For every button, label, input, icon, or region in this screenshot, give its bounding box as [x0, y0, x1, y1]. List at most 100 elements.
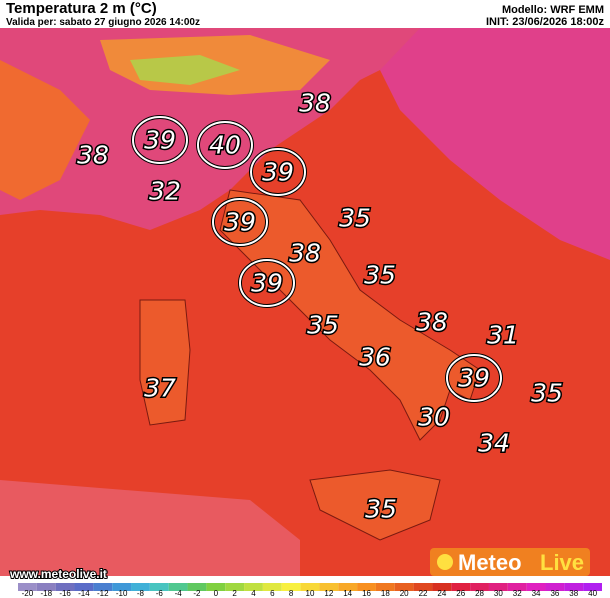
scale-tick-label: 4	[251, 589, 256, 598]
scale-tick-label: 40	[588, 589, 597, 598]
temperature-label: 39	[224, 208, 256, 237]
scale-tick-label: 8	[289, 589, 294, 598]
scale-tick-label: 34	[532, 589, 541, 598]
color-scale: -20 -18 -16 -14 -12 -10 -8 -6 -4 -2 0 2 4 6 8 10 12 14 16 1…	[0, 583, 610, 598]
logo-right: Live	[540, 550, 584, 575]
label-circle	[446, 354, 502, 402]
scale-cell	[375, 583, 395, 591]
temperature-label: 36	[359, 343, 391, 372]
scale-tick-label: 20	[400, 589, 409, 598]
scale-cell	[432, 583, 452, 591]
scale-tick-label: 22	[419, 589, 428, 598]
scale-tick-label: -20	[22, 589, 34, 598]
sicily	[309, 469, 441, 541]
model: Modello: WRF EMM	[502, 4, 604, 16]
scale-cell	[300, 583, 320, 591]
scale-cell	[262, 583, 282, 591]
scale-cell	[470, 583, 489, 591]
header-bg	[0, 0, 610, 28]
scale-cell	[55, 583, 75, 591]
scale-cell	[112, 583, 132, 591]
scale-cell	[451, 583, 471, 591]
france-land	[0, 60, 90, 200]
scale-tick-label: -14	[78, 589, 90, 598]
scale-cell	[74, 583, 94, 591]
label-circle	[250, 148, 306, 196]
scale-tick-label: 24	[437, 589, 446, 598]
label-circle	[132, 116, 188, 164]
temperature-label: 38	[416, 308, 448, 337]
scale-cell	[319, 583, 339, 591]
temperature-label: 38	[289, 239, 321, 268]
scale-tick-label: 6	[270, 589, 275, 598]
scale-cell	[131, 583, 150, 591]
north-land	[0, 28, 420, 230]
temperature-label: 35	[339, 204, 371, 233]
scale-cell	[149, 583, 169, 591]
scale-tick-label: 30	[494, 589, 503, 598]
temperature-label: 38	[299, 89, 331, 118]
scale-cell	[488, 583, 508, 591]
scale-tick-label: 0	[214, 589, 219, 598]
logo-sun	[437, 554, 453, 570]
scale-cell	[526, 583, 546, 591]
scale-tick-label: 14	[343, 589, 352, 598]
scale-cell	[36, 583, 56, 591]
scale-tick-label: 28	[475, 589, 484, 598]
scale-tick-label: 38	[569, 589, 578, 598]
temperature-label: 39	[251, 269, 283, 298]
scale-tick-label: -8	[137, 589, 145, 598]
init: INIT: 23/06/2026 18:00z	[486, 16, 605, 28]
label-circle	[212, 198, 268, 246]
scale-cell	[564, 583, 584, 591]
scale-cell	[357, 583, 376, 591]
temperature-label: 39	[458, 364, 490, 393]
temperature-label: 40	[209, 131, 241, 160]
scale-tick-label: -6	[156, 589, 164, 598]
scale-cell	[338, 583, 358, 591]
scale-cell	[394, 583, 414, 591]
sardinia	[139, 299, 191, 426]
scale-cell	[545, 583, 565, 591]
scale-cell	[168, 583, 188, 591]
scale-cell	[281, 583, 301, 591]
scale-tick-label: 12	[324, 589, 333, 598]
temperature-label: 35	[307, 311, 339, 340]
logo-left: Meteo	[458, 550, 522, 575]
logo	[430, 548, 590, 576]
scale-tick-label: -2	[193, 589, 201, 598]
scale-cell	[187, 583, 207, 591]
scale-tick-label: 26	[456, 589, 465, 598]
scale-tick-label: -4	[175, 589, 183, 598]
temperature-label: 37	[144, 374, 176, 403]
scale-tick-label: -10	[116, 589, 128, 598]
scale-cell	[18, 583, 37, 591]
temperature-label: 38	[77, 141, 109, 170]
map-area	[0, 28, 610, 576]
scale-cell	[93, 583, 113, 591]
label-circle	[197, 121, 253, 169]
alps-high	[130, 55, 240, 85]
scale-tick-label: 32	[513, 589, 522, 598]
temperature-label: 34	[478, 429, 510, 458]
scale-tick-label: -12	[97, 589, 109, 598]
scale-tick-label: 16	[362, 589, 371, 598]
subtitle: Valida per: sabato 27 giugno 2026 14:00z	[6, 17, 200, 28]
scale-tick-label: 36	[550, 589, 559, 598]
balkans	[380, 28, 610, 260]
scale-cell	[225, 583, 245, 591]
label-circle	[239, 259, 295, 307]
temperature-label: 39	[262, 158, 294, 187]
scale-tick-label: -18	[40, 589, 52, 598]
temperature-label: 35	[531, 379, 563, 408]
scale-cell	[206, 583, 226, 591]
temperature-label: 32	[149, 177, 181, 206]
temperature-label: 39	[144, 126, 176, 155]
temperature-label: 35	[364, 261, 396, 290]
scale-cell	[583, 583, 602, 591]
scale-tick-label: -16	[59, 589, 71, 598]
temperature-label: 30	[418, 403, 450, 432]
italy	[219, 189, 481, 441]
